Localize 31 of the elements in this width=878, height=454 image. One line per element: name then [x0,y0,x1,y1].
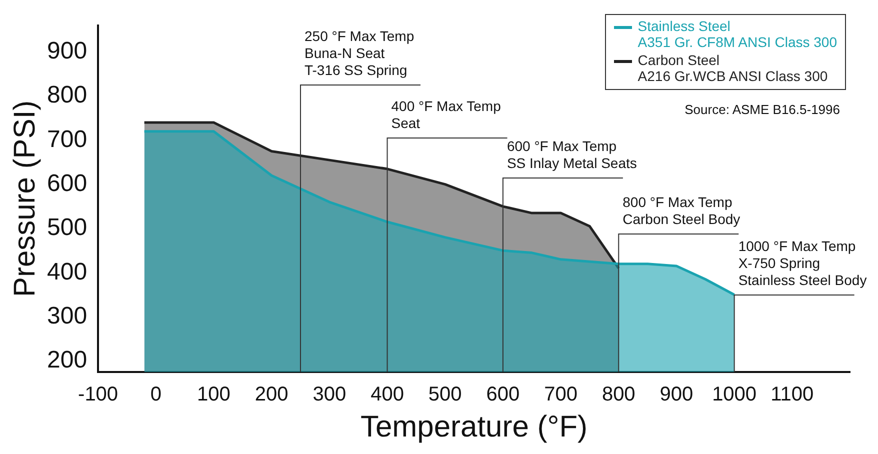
y-tick-label: 300 [46,302,88,330]
y-tick-label: 800 [46,82,88,109]
y-tick-label: 500 [46,214,88,242]
ref-line-label: 600 °F Max Temp SS Inlay Metal Seats [506,138,637,171]
x-tick-label: -100 [78,384,118,406]
annotation: Source: ASME B16.5-1996 [684,102,840,117]
y-tick-label: 900 [46,38,88,65]
y-tick-label: 700 [46,126,88,153]
x-tick-label: 300 [312,384,346,406]
x-tick-label: 900 [660,384,694,406]
x-tick-label: 200 [254,384,288,406]
x-tick-label: 100 [197,384,230,406]
x-axis-title: Temperature (°F) [360,410,588,444]
x-tick-label: 700 [544,384,578,406]
y-tick-label: 200 [46,346,88,374]
x-tick-label: 1000 [712,384,757,406]
ref-line-label: 800 °F Max Temp Carbon Steel Body [622,194,740,227]
x-tick-label: 600 [486,384,520,406]
x-tick-label: 1100 [770,384,814,406]
legend-label: Carbon Steel A216 Gr.WCB ANSI Class 300 [638,52,828,84]
y-tick-label: 400 [46,258,88,286]
x-tick-label: 400 [370,384,404,406]
legend-label: Stainless Steel A351 Gr. CF8M ANSI Class 300 [638,18,837,50]
x-tick-label: 0 [150,384,162,406]
x-tick-label: 500 [428,384,462,406]
y-axis-title: Pressure (PSI) [8,100,42,298]
ref-line-label: 400 °F Max Temp Seat [391,98,502,131]
ref-line-label: 250 °F Max Temp Buna-N Seat T-316 SS Spring [304,28,414,78]
y-tick-label: 600 [46,170,88,197]
x-tick-label: 800 [602,384,636,406]
ref-line-label: 1000 °F Max Temp X-750 Spring Stainless Steel Body [738,238,867,288]
